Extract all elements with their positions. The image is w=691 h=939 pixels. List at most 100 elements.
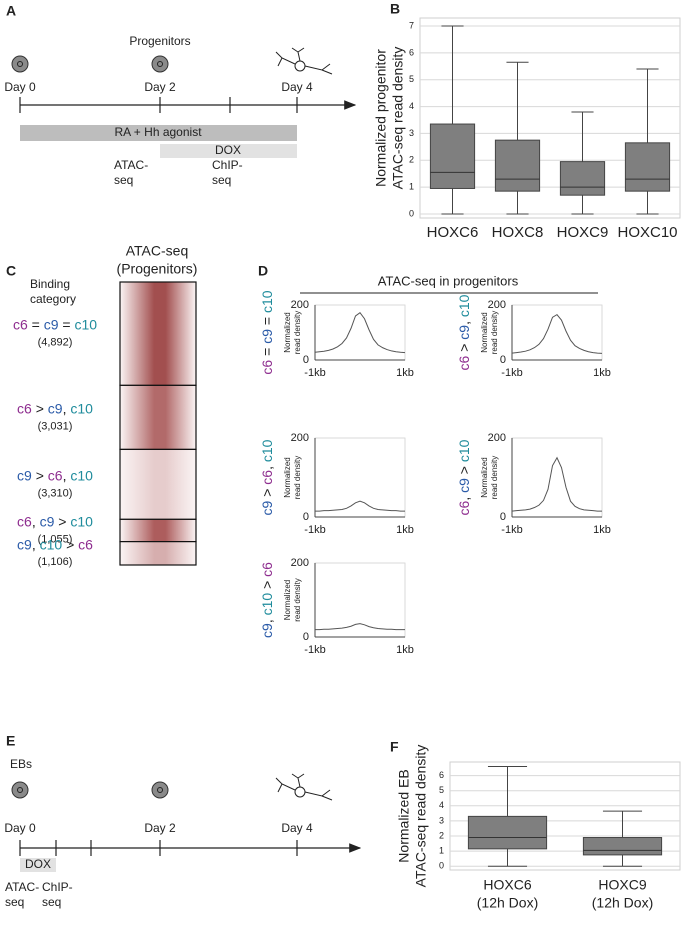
x-tick-label: 1kb <box>593 367 611 379</box>
x-tick-label: -1kb <box>501 367 522 379</box>
y-axis-label: Normalized <box>480 312 489 352</box>
row-label: c9 > c6, c10 <box>259 439 275 515</box>
label-part: c6 <box>13 316 28 332</box>
box <box>494 139 541 192</box>
x-tick-label: HOXC9 <box>598 877 646 893</box>
label-part: , <box>456 493 472 501</box>
assay-label: ATAC- <box>114 158 148 172</box>
label-part: > <box>259 485 275 501</box>
label-part: c9 <box>259 329 275 344</box>
y-axis-label: Normalized <box>480 457 489 497</box>
timeline-e: EBs Day 0 Day 2 Day 4 DOX ATAC- seq ChIP… <box>4 757 362 909</box>
category-title: category <box>30 292 76 306</box>
row-label: c6 > c9, c10 <box>456 294 472 370</box>
label-part: = <box>59 316 75 332</box>
y-tick-label: 0 <box>303 631 309 643</box>
y-tick-label: 3 <box>409 128 414 138</box>
y-tick-label: 200 <box>488 299 506 311</box>
group-count: (3,310) <box>38 487 73 499</box>
heatmap-title: ATAC-seq <box>126 243 189 259</box>
y-axis-label: read density <box>490 456 499 500</box>
box <box>582 837 663 856</box>
y-axis-label: Normalized <box>283 457 292 497</box>
y-tick-label: 3 <box>439 815 444 825</box>
cell-icon <box>151 55 169 73</box>
profile-line <box>511 313 603 354</box>
panel-label: D <box>258 263 268 279</box>
y-axis-label: ATAC-seq read density <box>413 745 429 888</box>
y-tick-label: 0 <box>409 208 414 218</box>
neuron-icon <box>275 47 333 75</box>
label-part: > <box>62 536 78 552</box>
y-tick-label: 200 <box>291 432 309 444</box>
y-tick-label: 6 <box>439 770 444 780</box>
label-part: c10 <box>74 316 97 332</box>
y-tick-label: 2 <box>439 830 444 840</box>
y-tick-label: 0 <box>500 511 506 523</box>
y-tick-label: 7 <box>409 20 414 30</box>
label-part: , <box>259 615 275 623</box>
x-tick-label: -1kb <box>501 524 522 536</box>
assay-label: seq <box>42 895 61 909</box>
label-part: c10 <box>70 467 93 483</box>
x-tick-label: 1kb <box>396 367 414 379</box>
dox-bar <box>20 858 56 872</box>
assay-label: ChIP- <box>42 880 73 894</box>
group-label: c6 = c9 = c10 <box>13 316 97 332</box>
y-tick-label: 6 <box>409 47 414 57</box>
label-part: > <box>456 340 472 356</box>
label-part: c6 <box>259 470 275 485</box>
group-label: c6 > c9, c10 <box>17 400 93 416</box>
treatment-label: RA + Hh agonist <box>114 125 202 139</box>
panel-label: C <box>6 263 16 279</box>
y-tick-label: 2 <box>409 155 414 165</box>
x-tick-label: HOXC8 <box>492 224 544 241</box>
label-part: c6 <box>259 360 275 375</box>
profiles-title: ATAC-seq in progenitors <box>378 273 519 288</box>
label-part: c6 <box>48 467 63 483</box>
y-tick-label: 4 <box>409 101 414 111</box>
label-part: , <box>32 513 40 529</box>
y-tick-label: 1 <box>439 845 444 855</box>
label-part: c10 <box>70 513 93 529</box>
x-tick-label: 1kb <box>593 524 611 536</box>
y-axis-label: Normalized <box>283 580 292 620</box>
profile-line <box>315 500 405 512</box>
label-part: c9 <box>259 623 275 638</box>
label-part: c6 <box>456 500 472 515</box>
y-axis-label: read density <box>293 311 302 355</box>
plot-frame <box>419 17 681 219</box>
label-part: c10 <box>40 536 63 552</box>
cell-icon <box>11 781 29 799</box>
y-tick-label: 0 <box>500 354 506 366</box>
label-part: > <box>259 577 275 593</box>
group-label: c6, c9 > c10 <box>17 513 93 529</box>
group-label: c9, c10 > c6 <box>17 536 93 552</box>
x-tick-label: HOXC6 <box>483 877 531 893</box>
assay-label: seq <box>114 173 133 187</box>
label-part: c9 <box>44 316 59 332</box>
y-tick-label: 5 <box>439 785 444 795</box>
neuron-icon <box>275 773 333 801</box>
y-tick-label: 0 <box>303 354 309 366</box>
label-part: , <box>63 400 71 416</box>
day-label: Day 0 <box>4 80 36 94</box>
y-axis-label: Normalized progenitor <box>373 49 389 187</box>
label-part: c9 <box>259 500 275 515</box>
profile-line <box>315 623 405 631</box>
timeline-a: Progenitors Day 0 Day 2 Day 4 RA + Hh ag… <box>4 34 357 187</box>
x-tick-label: 1kb <box>396 644 414 656</box>
plot-frame <box>314 437 406 518</box>
panel-label: E <box>6 733 15 749</box>
box <box>429 123 476 189</box>
heatmap-block <box>119 281 197 386</box>
label-part: > <box>54 513 70 529</box>
label-part: c9 <box>40 513 55 529</box>
heatmap-block <box>119 448 197 520</box>
label-part: c9 <box>456 325 472 340</box>
group-count: (1,055) <box>38 533 73 545</box>
box <box>467 815 548 850</box>
profile-line <box>511 456 602 512</box>
x-tick-label: -1kb <box>304 524 325 536</box>
heatmap-block <box>119 384 197 451</box>
